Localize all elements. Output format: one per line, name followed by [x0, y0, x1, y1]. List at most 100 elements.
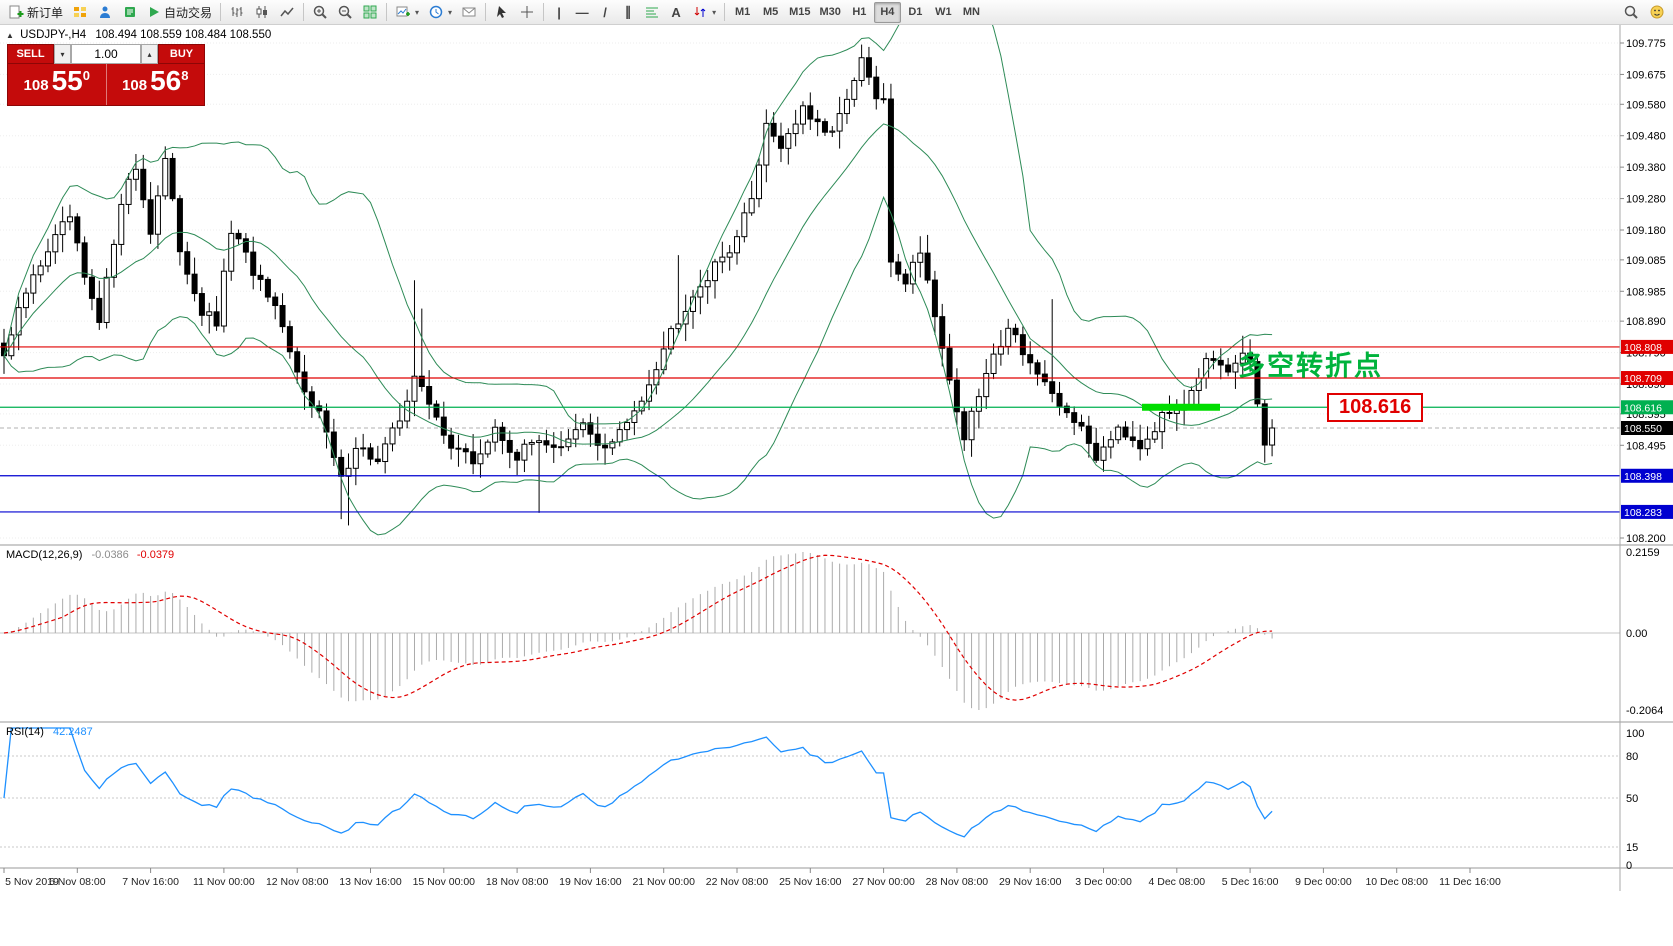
rsi-value: 42.2487 — [52, 726, 93, 738]
svg-text:109.180: 109.180 — [1626, 225, 1666, 237]
macd-signal-value: -0.0379 — [136, 549, 175, 561]
strategy-tester-button[interactable] — [457, 2, 481, 23]
svg-text:109.380: 109.380 — [1626, 162, 1666, 174]
arrows-icon — [692, 4, 708, 20]
timeframe-button-mn[interactable]: MN — [958, 2, 985, 23]
bollinger-band-line — [3, 195, 1273, 536]
new-chart-button[interactable]: ▾ — [391, 2, 423, 23]
timeframe-button-h1[interactable]: H1 — [846, 2, 873, 23]
svg-text:28 Nov 08:00: 28 Nov 08:00 — [926, 876, 989, 888]
navigator-icon — [122, 4, 138, 20]
svg-text:12 Nov 08:00: 12 Nov 08:00 — [266, 876, 329, 888]
price-badge — [1621, 339, 1673, 354]
svg-text:5 Nov 2019: 5 Nov 2019 — [5, 876, 59, 888]
fibonacci-icon — [644, 4, 660, 20]
navigator-button[interactable] — [118, 2, 142, 23]
line-chart-type-button[interactable] — [275, 2, 299, 23]
svg-text:7 Nov 16:00: 7 Nov 16:00 — [122, 876, 179, 888]
sell-button[interactable]: SELL — [7, 44, 54, 64]
toolbar-right-icons — [1619, 2, 1669, 23]
cursor-icon — [494, 4, 510, 20]
feedback-smiley-icon — [1649, 4, 1665, 20]
svg-text:6 Nov 08:00: 6 Nov 08:00 — [49, 876, 106, 888]
cursor-tool-button[interactable] — [490, 2, 514, 23]
charts-canvas[interactable]: 109.775 109.675 109.580 109.480 109.380 109.2… — [0, 25, 1673, 946]
price-level-annotation-box[interactable]: 108.616 — [1327, 393, 1424, 422]
svg-text:108.808: 108.808 — [1624, 342, 1662, 354]
crosshair-icon — [519, 4, 535, 20]
turning-point-annotation[interactable]: 多空转折点 — [1238, 351, 1383, 382]
horizontal-line-tool-button[interactable]: — — [571, 2, 593, 23]
zoom-in-icon — [312, 4, 328, 20]
price-badge — [1621, 371, 1673, 386]
trade-panel-price-row: 108 55 0 108 56 8 — [7, 64, 205, 106]
sell-price-sup: 0 — [82, 68, 90, 83]
new-order-label: 新订单 — [27, 5, 64, 20]
svg-text:13 Nov 16:00: 13 Nov 16:00 — [339, 876, 402, 888]
trade-panel-top-row: SELL ▾ ▴ BUY — [7, 44, 205, 64]
svg-text:109.775: 109.775 — [1626, 38, 1666, 50]
volume-increment-button[interactable]: ▴ — [141, 44, 158, 64]
bollinger-band-line — [3, 123, 1273, 445]
svg-text:4 Dec 08:00: 4 Dec 08:00 — [1148, 876, 1205, 888]
crosshair-tool-button[interactable] — [515, 2, 539, 23]
text-tool-button[interactable]: A — [665, 2, 687, 23]
svg-text:109.480: 109.480 — [1626, 131, 1666, 143]
chart-symbol-period: USDJPY-,H4 — [20, 29, 87, 41]
sell-price-button[interactable]: 108 55 0 — [8, 64, 107, 105]
tile-windows-icon — [362, 4, 378, 20]
profiles-button[interactable]: ▾ — [424, 2, 456, 23]
timeframe-button-m1[interactable]: M1 — [729, 2, 756, 23]
volume-decrement-button[interactable]: ▾ — [54, 44, 71, 64]
timeframe-button-h4[interactable]: H4 — [873, 1, 901, 23]
candlestick-chart-type-button[interactable] — [250, 2, 274, 23]
new-order-button[interactable]: 新订单 — [4, 2, 67, 23]
svg-text:108.985: 108.985 — [1626, 286, 1666, 298]
volume-input[interactable] — [71, 44, 141, 64]
rsi-header: RSI(14) 42.2487 — [6, 726, 93, 738]
fibonacci-tool-button[interactable] — [640, 2, 664, 23]
tile-windows-button[interactable] — [358, 2, 382, 23]
buy-price-button[interactable]: 108 56 8 — [107, 64, 205, 105]
main-toolbar: 新订单 自动交易 ▾ ▾ | — / ∥ A ▾ M1 M5 M15 M30 H1 H4 D… — [0, 0, 1673, 25]
svg-text:108.709: 108.709 — [1624, 373, 1662, 385]
charts-grid-button[interactable] — [68, 2, 92, 23]
buy-price-big: 56 — [150, 65, 182, 96]
new-chart-icon — [395, 4, 411, 20]
buy-button[interactable]: BUY — [158, 44, 205, 64]
feedback-button[interactable] — [1645, 2, 1669, 23]
auto-trading-icon — [147, 5, 161, 19]
auto-trading-label: 自动交易 — [164, 5, 213, 20]
text-tool-icon: A — [671, 4, 681, 20]
svg-text:18 Nov 08:00: 18 Nov 08:00 — [486, 876, 549, 888]
svg-text:109.580: 109.580 — [1626, 99, 1666, 111]
sell-price-big: 55 — [51, 65, 83, 96]
trendline-tool-button[interactable]: / — [594, 2, 616, 23]
timeframe-button-w1[interactable]: W1 — [930, 2, 957, 23]
search-button[interactable] — [1619, 2, 1643, 23]
timeframe-button-m15[interactable]: M15 — [785, 2, 814, 23]
arrows-tool-button[interactable]: ▾ — [688, 2, 720, 23]
timeframe-button-d1[interactable]: D1 — [902, 2, 929, 23]
market-watch-icon — [97, 4, 113, 20]
zoom-out-button[interactable] — [333, 2, 357, 23]
vertical-line-icon: | — [557, 4, 561, 20]
toolbar-separator — [724, 3, 726, 21]
highlight-level-segment — [1142, 403, 1220, 411]
svg-text:0.00: 0.00 — [1626, 628, 1647, 640]
market-watch-button[interactable] — [93, 2, 117, 23]
chart-ohlc-values: 108.494 108.559 108.484 108.550 — [95, 29, 272, 41]
svg-text:9 Dec 00:00: 9 Dec 00:00 — [1295, 876, 1352, 888]
zoom-in-button[interactable] — [308, 2, 332, 23]
search-icon — [1623, 4, 1639, 20]
channel-tool-button[interactable]: ∥ — [617, 2, 639, 23]
svg-text:29 Nov 16:00: 29 Nov 16:00 — [999, 876, 1062, 888]
auto-trading-button[interactable]: 自动交易 — [143, 2, 216, 23]
timeframe-button-m5[interactable]: M5 — [757, 2, 784, 23]
bollinger-band-line — [3, 25, 1273, 425]
timeframe-button-m30[interactable]: M30 — [815, 2, 844, 23]
buy-price-sup: 8 — [181, 68, 189, 83]
vertical-line-tool-button[interactable]: | — [548, 2, 570, 23]
equidistant-channel-icon: ∥ — [624, 4, 632, 19]
bar-chart-type-button[interactable] — [225, 2, 249, 23]
